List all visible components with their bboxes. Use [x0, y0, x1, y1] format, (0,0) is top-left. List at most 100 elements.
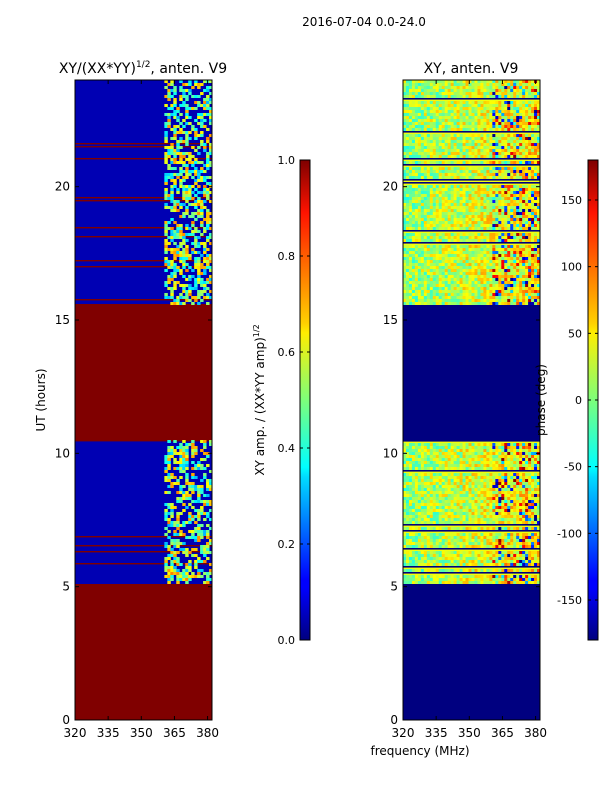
- phase-cell: [411, 479, 416, 482]
- phase-cell: [414, 95, 419, 98]
- phase-cell: [480, 494, 484, 497]
- phase-cell: [456, 515, 461, 518]
- phase-cell: [426, 209, 431, 212]
- phase-cell: [414, 482, 419, 485]
- phase-cell: [453, 80, 458, 83]
- amp-cell: [176, 533, 180, 536]
- phase-cell: [444, 212, 449, 215]
- phase-cell: [435, 215, 440, 218]
- phase-cell: [495, 449, 499, 452]
- amp-cell: [206, 296, 210, 299]
- phase-cell: [537, 560, 540, 563]
- phase-cell: [522, 146, 526, 149]
- phase-cell: [522, 194, 526, 197]
- amp-cell: [176, 116, 180, 119]
- phase-cell: [513, 185, 517, 188]
- phase-cell: [492, 206, 496, 209]
- phase-cell: [522, 209, 526, 212]
- amp-cell: [179, 455, 183, 458]
- phase-cell: [405, 557, 410, 560]
- phase-cell: [504, 509, 508, 512]
- phase-cell: [405, 209, 410, 212]
- phase-cell: [462, 221, 467, 224]
- phase-cell: [414, 125, 419, 128]
- phase-cell: [462, 212, 467, 215]
- phase-cell: [504, 503, 508, 506]
- phase-cell: [492, 215, 496, 218]
- amp-cell: [170, 188, 174, 191]
- phase-cell: [420, 446, 425, 449]
- amp-cell: [200, 254, 204, 257]
- phase-cell: [516, 488, 520, 491]
- phase-cell: [459, 536, 464, 539]
- phase-cell: [456, 185, 461, 188]
- phase-cell: [516, 110, 520, 113]
- amp-cell: [173, 113, 177, 116]
- phase-cell: [459, 224, 464, 227]
- phase-cell: [525, 554, 529, 557]
- phase-cell: [444, 506, 449, 509]
- phase-cell: [495, 161, 499, 164]
- amp-cell: [206, 101, 210, 104]
- phase-cell: [510, 539, 514, 542]
- phase-cell: [507, 86, 511, 89]
- phase-cell: [501, 173, 505, 176]
- phase-cell: [531, 221, 535, 224]
- amp-cell: [203, 443, 207, 446]
- phase-cell: [411, 92, 416, 95]
- amp-cell: [179, 488, 183, 491]
- phase-cell: [468, 197, 472, 200]
- phase-cell: [510, 161, 514, 164]
- phase-cell: [537, 137, 540, 140]
- amp-cell: [191, 455, 195, 458]
- phase-cell: [423, 488, 428, 491]
- phase-cell: [414, 518, 419, 521]
- phase-cell: [516, 506, 520, 509]
- phase-cell: [486, 185, 490, 188]
- phase-cell: [429, 92, 434, 95]
- phase-cell: [450, 503, 455, 506]
- amp-cell: [203, 269, 207, 272]
- amp-cell: [200, 191, 204, 194]
- phase-cell: [465, 197, 470, 200]
- phase-cell: [492, 155, 496, 158]
- phase-cell: [417, 218, 422, 221]
- amp-cell: [167, 287, 171, 290]
- amp-cell: [167, 152, 171, 155]
- amp-cell: [173, 266, 177, 269]
- phase-cell: [450, 167, 455, 170]
- phase-cell: [504, 518, 508, 521]
- amp-cell: [170, 560, 174, 563]
- phase-cell: [483, 224, 487, 227]
- phase-cell: [438, 194, 443, 197]
- phase-cell: [480, 134, 484, 137]
- amp-cell: [200, 491, 204, 494]
- phase-cell: [417, 464, 422, 467]
- flagged-row: [403, 440, 540, 442]
- phase-cell: [426, 554, 431, 557]
- phase-cell: [411, 509, 416, 512]
- phase-cell: [519, 536, 523, 539]
- phase-cell: [453, 539, 458, 542]
- amp-cell: [167, 260, 171, 263]
- phase-cell: [438, 464, 443, 467]
- phase-cell: [411, 488, 416, 491]
- phase-cell: [480, 452, 484, 455]
- phase-cell: [495, 101, 499, 104]
- amp-cell: [182, 176, 186, 179]
- phase-cell: [492, 575, 496, 578]
- phase-cell: [432, 488, 437, 491]
- phase-cell: [528, 194, 532, 197]
- phase-cell: [489, 173, 493, 176]
- phase-cell: [468, 170, 472, 173]
- phase-cell: [420, 512, 425, 515]
- phase-cell: [414, 113, 419, 116]
- phase-cell: [513, 563, 517, 566]
- phase-cell: [465, 137, 470, 140]
- phase-cell: [468, 491, 472, 494]
- phase-cell: [423, 473, 428, 476]
- phase-cell: [403, 173, 407, 176]
- phase-cell: [453, 104, 458, 107]
- phase-cell: [474, 545, 478, 548]
- phase-cell: [516, 83, 520, 86]
